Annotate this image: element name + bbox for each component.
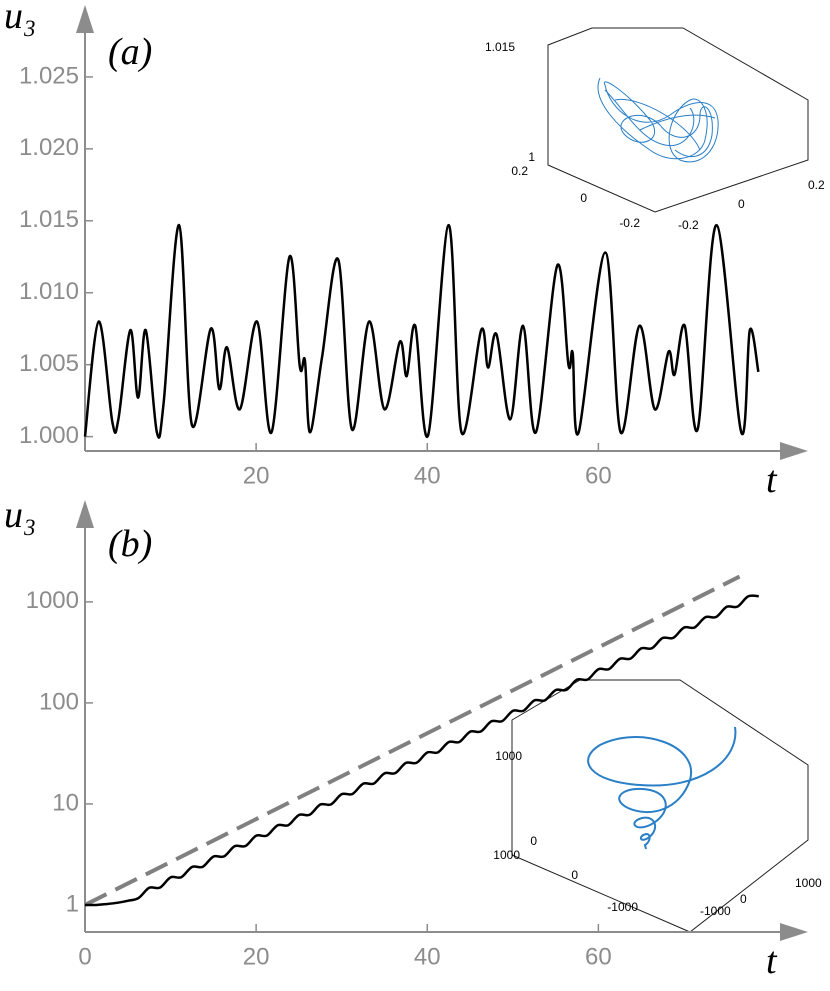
inset-tick-label: -0.2 <box>619 216 640 230</box>
series-line <box>84 594 759 907</box>
x-tick-label: 60 <box>585 462 612 489</box>
y-tick-label: 1.010 <box>19 278 79 305</box>
inset-tick-label: 1000 <box>495 749 522 763</box>
y-axis-label: u₃ <box>4 494 36 536</box>
y-tick-label: 1.000 <box>19 422 79 449</box>
y-axis-label: u₃ <box>4 0 36 37</box>
inset-tick-label: 0 <box>740 892 747 906</box>
y-axis-arrow <box>76 500 94 528</box>
x-tick-label: 20 <box>243 462 270 489</box>
x-axis-label: t <box>766 940 778 982</box>
series-line <box>83 223 760 439</box>
inset-tick-label: 0 <box>530 834 537 848</box>
x-tick-label: 40 <box>414 462 441 489</box>
x-tick-label: 40 <box>414 943 441 970</box>
x-tick-label: 0 <box>78 943 91 970</box>
x-axis-label: t <box>766 459 778 501</box>
inset-tick-label: 0 <box>571 868 578 882</box>
panel-label: (b) <box>108 523 152 565</box>
inset-tick-label: -0.2 <box>678 218 699 232</box>
y-tick-label: 100 <box>39 688 79 715</box>
panel-label: (a) <box>108 31 152 73</box>
inset-frame <box>547 27 809 213</box>
inset-curve <box>597 77 719 163</box>
inset-tick-label: 1.015 <box>485 40 515 54</box>
y-tick-label: 1.025 <box>19 62 79 89</box>
y-tick-label: 1.020 <box>19 134 79 161</box>
inset-tick-label: 0.2 <box>511 164 528 178</box>
inset-frame <box>511 679 809 933</box>
inset-tick-label: 0 <box>738 197 745 211</box>
y-tick-label: 1000 <box>26 587 79 614</box>
x-axis-arrow <box>780 923 808 941</box>
inset-tick-label: 1 <box>528 150 535 164</box>
inset-tick-label: 0 <box>580 191 587 205</box>
inset-curve <box>587 726 737 850</box>
inset-tick-label: 0.2 <box>808 178 825 192</box>
x-axis-arrow <box>780 442 808 460</box>
y-tick-label: 1 <box>66 890 79 917</box>
inset-curve <box>604 89 716 151</box>
x-tick-label: 60 <box>585 943 612 970</box>
y-tick-label: 1.005 <box>19 350 79 377</box>
inset-tick-label: 1000 <box>493 848 520 862</box>
series-line <box>84 574 741 907</box>
inset-b <box>511 679 809 933</box>
inset-tick-label: -1000 <box>700 904 731 918</box>
x-tick-label: 20 <box>243 943 270 970</box>
y-tick-label: 10 <box>52 789 79 816</box>
inset-tick-label: -1000 <box>607 900 638 914</box>
inset-a <box>547 27 809 213</box>
y-axis-arrow <box>76 5 94 33</box>
y-tick-label: 1.015 <box>19 206 79 233</box>
inset-tick-label: 1000 <box>795 876 822 890</box>
